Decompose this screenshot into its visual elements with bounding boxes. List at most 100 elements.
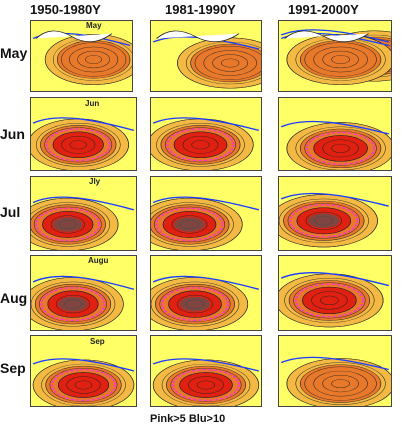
contour-line [295, 126, 386, 170]
shaded-region [56, 40, 131, 79]
land-mask [308, 213, 340, 229]
contour-line [296, 207, 351, 235]
land-mask [179, 296, 211, 312]
blue-threshold-line [280, 272, 390, 287]
contour-line [304, 366, 377, 401]
pink-threshold-line [40, 287, 106, 322]
white-region [156, 30, 240, 42]
contour-line [47, 290, 99, 318]
contour-line [194, 46, 261, 80]
inset-label-may: May [86, 21, 102, 30]
contour-line [221, 58, 240, 68]
contour-line [286, 34, 391, 85]
contour-line [170, 368, 242, 402]
contour-line [161, 363, 251, 406]
row-label-may: May [0, 45, 28, 61]
contour-line [286, 122, 391, 170]
contour-line [302, 286, 357, 314]
row-label-jun: Jun [0, 126, 25, 142]
contour-line [162, 211, 217, 238]
contour-line [58, 372, 109, 398]
row-label-aug: Aug [0, 290, 28, 306]
blue-threshold-line [32, 196, 135, 211]
column-title-1981-1990: 1981-1990Y [165, 2, 236, 17]
contour-line [177, 295, 213, 314]
contour-line [66, 376, 101, 394]
land-mask [174, 217, 205, 232]
map-panel-aug-1991-2000 [278, 255, 392, 331]
map-panel-jun-1950-1980 [30, 97, 137, 171]
contour-line [313, 46, 368, 73]
contour-line [304, 42, 377, 77]
map-panel-may-1991-2000 [278, 20, 392, 92]
contour-line [74, 380, 93, 390]
map-panel-sep-1950-1980 [30, 335, 137, 407]
contour-line [156, 123, 245, 167]
contour-line [322, 50, 359, 69]
legend-text: Pink>5 Blu>10 [150, 413, 226, 425]
pink-threshold-line [45, 128, 111, 162]
blue-threshold-line [280, 29, 390, 43]
contour-line [212, 54, 249, 72]
contour-line [31, 197, 119, 250]
contour-line [151, 281, 240, 327]
map-panel-sep-1991-2000 [278, 335, 392, 407]
shaded-region [190, 43, 261, 83]
column-title-1950-1980: 1950-1980Y [30, 2, 101, 17]
contour-line [331, 379, 350, 388]
map-panel-aug-1950-1980 [30, 255, 137, 331]
contour-line [203, 50, 257, 76]
blue-threshold-line [32, 275, 135, 290]
row-label-jul: Jul [0, 204, 21, 220]
blue-threshold-line [152, 117, 260, 132]
contour-line [171, 215, 208, 234]
contour-line [41, 363, 126, 406]
inset-label-sep: Sep [90, 337, 105, 346]
contour-line [159, 286, 231, 323]
contour-line [52, 131, 104, 158]
contour-line [304, 130, 377, 166]
contour-line [69, 140, 87, 150]
contour-line [39, 286, 107, 323]
contour-line [77, 50, 111, 69]
map-panel-sep-1981-1990 [150, 335, 262, 407]
contour-line [151, 202, 234, 247]
white-region [35, 30, 113, 42]
contour-line [331, 55, 350, 64]
contour-line [179, 372, 233, 398]
blue-threshold-line [32, 358, 135, 372]
pink-threshold-line [166, 128, 235, 162]
contour-line [322, 139, 359, 158]
contour-line [331, 143, 350, 153]
map-panel-jul-1981-1990 [150, 176, 262, 251]
contour-line [196, 380, 216, 390]
blue-threshold-line [280, 192, 390, 207]
contour-line [320, 295, 339, 306]
contour-line [55, 295, 91, 314]
pink-threshold-line [172, 368, 240, 402]
contour-line [49, 368, 118, 402]
contour-line [311, 291, 348, 310]
shaded-region [299, 364, 382, 403]
inset-label-aug: Augu [88, 256, 109, 265]
land-mask [53, 217, 83, 232]
contour-line [151, 197, 243, 250]
contour-line [61, 42, 127, 77]
pink-threshold-line [289, 204, 359, 238]
contour-line [69, 46, 119, 73]
contour-line [182, 135, 219, 154]
contour-line [284, 278, 375, 323]
contour-line [295, 362, 386, 405]
contour-line [313, 370, 368, 397]
shaded-region [299, 40, 382, 79]
contour-line [31, 202, 110, 247]
contour-line [165, 127, 236, 163]
contour-line [85, 55, 102, 64]
map-panel-jun-1991-2000 [278, 97, 392, 171]
blue-threshold-line [280, 120, 390, 135]
blue-threshold-line [152, 196, 260, 211]
contour-line [313, 135, 368, 162]
land-mask [58, 296, 88, 312]
inset-label-jun: Jun [85, 99, 100, 108]
contour-line [188, 376, 224, 394]
